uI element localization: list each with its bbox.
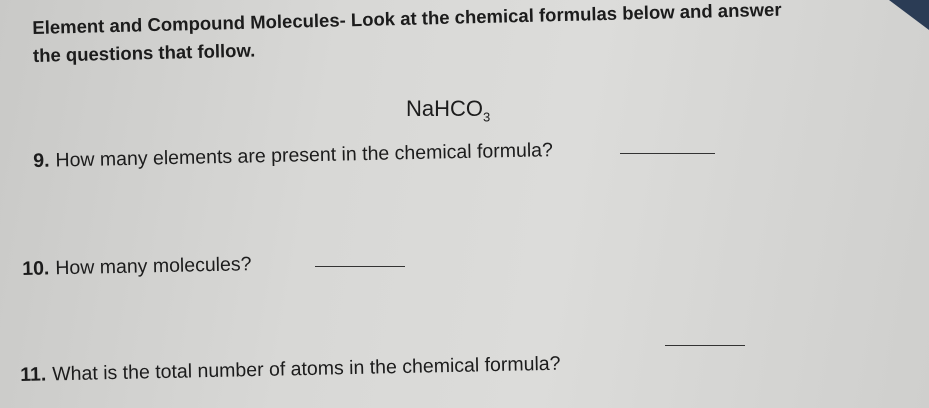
header: Element and Compound Molecules- Look at … [32,0,782,66]
formula-base: NaHCO [406,96,484,121]
corner-shadow [889,0,929,30]
question: 9. How many elements are present in the c… [33,139,553,173]
answer-blank[interactable] [315,266,405,267]
question-text: How many elements are present in the che… [55,139,554,172]
chemical-formula: NaHCO3 [406,96,490,124]
question-text: What is the total number of atoms in the… [52,352,561,386]
question-number: 11. [20,363,47,386]
formula-subscript: 3 [483,109,491,125]
question-number: 9. [33,149,50,172]
answer-blank[interactable] [620,153,715,154]
question: 11. What is the total number of atoms in … [20,353,561,387]
question: 10. How many molecules? [22,253,252,281]
question-text: How many molecules? [55,253,252,280]
question-number: 10. [22,257,50,280]
answer-blank[interactable] [665,345,745,346]
